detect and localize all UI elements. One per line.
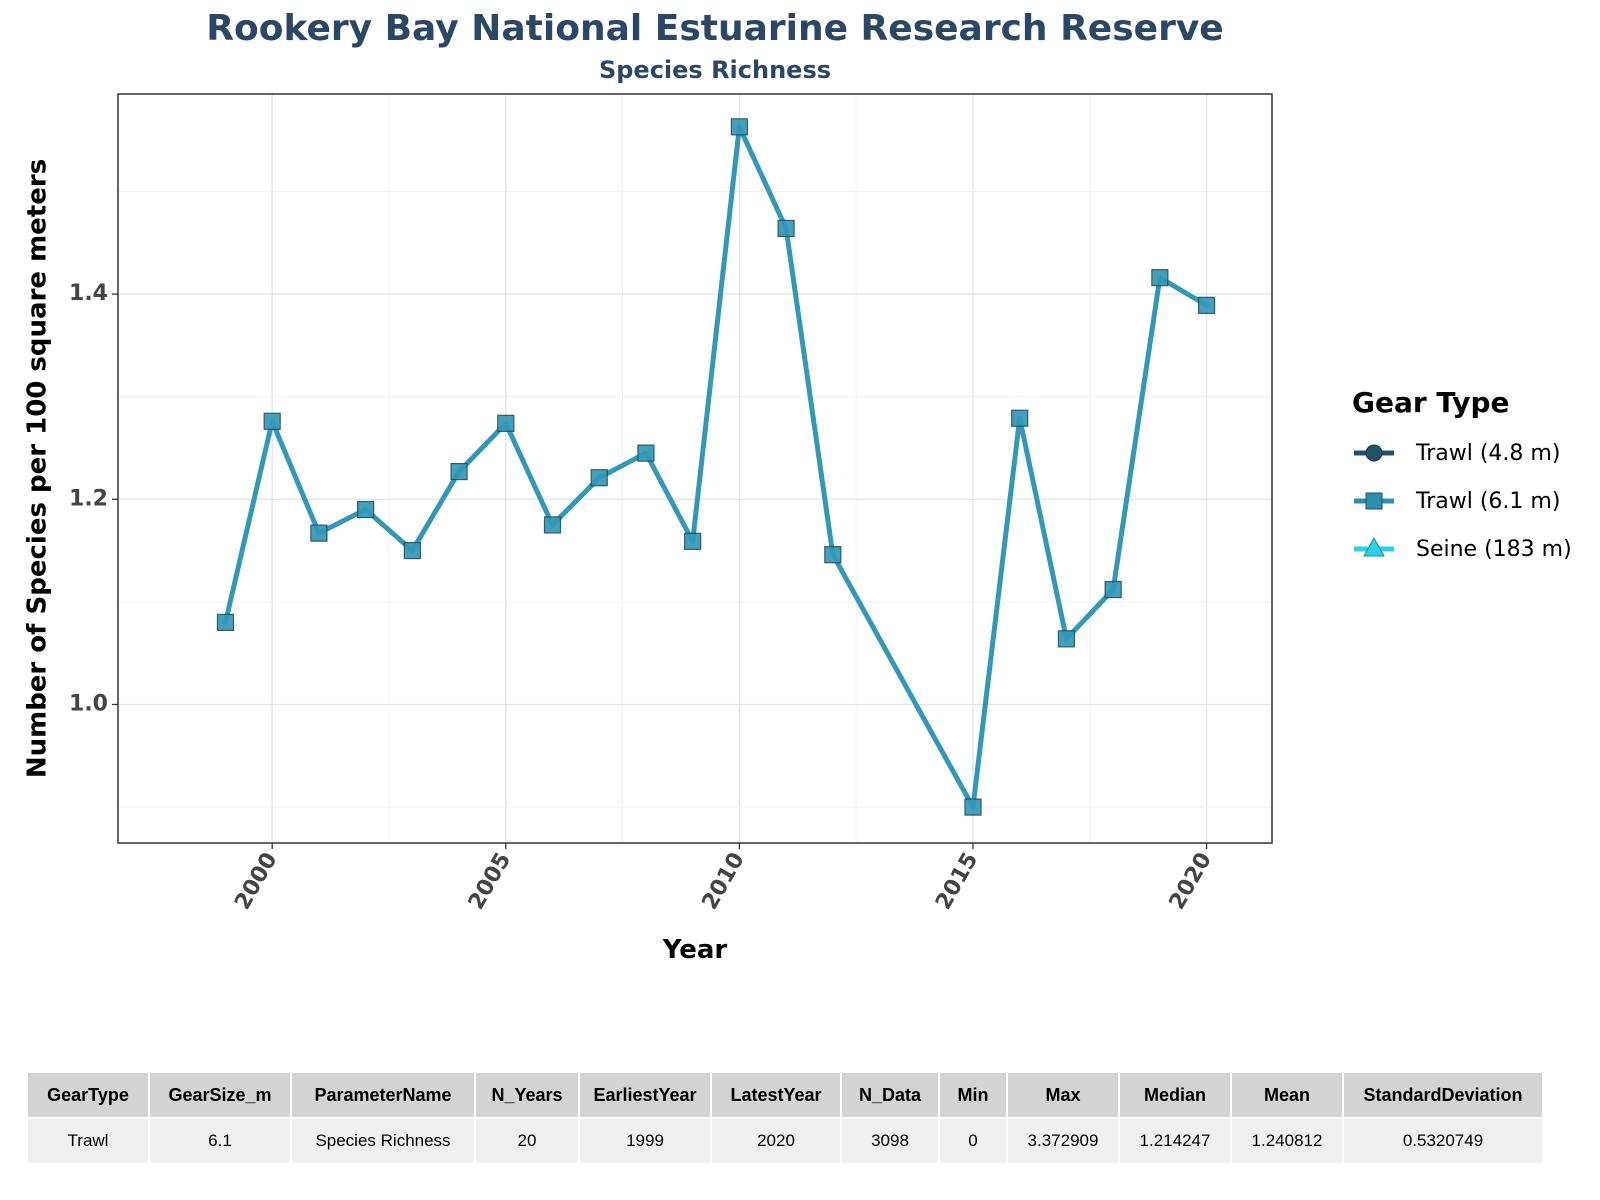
table-cell: 1.214247 bbox=[1119, 1117, 1232, 1163]
x-tick-label: 2015 bbox=[931, 848, 983, 914]
data-point bbox=[964, 798, 982, 816]
data-point bbox=[403, 541, 421, 560]
plot-area: 2000 2005 2010 2015 2020 1.0 1.2 1.4 Year Numbe… bbox=[23, 93, 1273, 965]
table-cell: 1999 bbox=[579, 1117, 712, 1163]
table-header-cell: N_Years bbox=[475, 1073, 580, 1118]
chart-subtitle: Species Richness bbox=[598, 56, 832, 84]
x-axis-label: Year bbox=[662, 935, 728, 965]
table-cell: 3.372909 bbox=[1007, 1117, 1120, 1163]
legend-item-seine-183: Seine (183 m) bbox=[1352, 525, 1572, 573]
data-point bbox=[310, 524, 328, 542]
table-header-cell: N_Data bbox=[841, 1073, 940, 1118]
table-cell: 2020 bbox=[711, 1117, 842, 1163]
table-header-cell: Median bbox=[1119, 1073, 1232, 1118]
data-point bbox=[637, 444, 655, 462]
data-point bbox=[777, 219, 795, 238]
y-tick-label: 1.0 bbox=[69, 691, 108, 716]
table-header-cell: ParameterName bbox=[291, 1073, 476, 1118]
data-point bbox=[1151, 269, 1169, 287]
x-tick-label: 2000 bbox=[230, 849, 282, 915]
data-point bbox=[1104, 580, 1122, 599]
table-cell: 20 bbox=[475, 1117, 580, 1163]
data-point bbox=[263, 412, 281, 430]
data-point bbox=[357, 500, 375, 519]
data-point bbox=[450, 462, 468, 481]
table-header-cell: Max bbox=[1007, 1073, 1120, 1118]
table-header-cell: Mean bbox=[1231, 1073, 1344, 1118]
data-point bbox=[1057, 630, 1076, 648]
y-tick-label: 1.4 bbox=[69, 281, 108, 306]
x-tick-label: 2010 bbox=[698, 849, 750, 915]
data-point bbox=[497, 414, 515, 432]
legend-item-trawl-6-1: Trawl (6.1 m) bbox=[1352, 477, 1572, 525]
circle-marker-icon bbox=[1354, 444, 1394, 462]
table-header-row: GearType GearSize_m ParameterName N_Years Ea… bbox=[28, 1073, 1544, 1118]
x-tick-label: 2020 bbox=[1165, 849, 1217, 915]
table-cell: 3098 bbox=[841, 1117, 940, 1163]
table-header-cell: GearSize_m bbox=[149, 1073, 292, 1118]
table-cell: 6.1 bbox=[149, 1117, 292, 1163]
table-cell: Trawl bbox=[28, 1117, 150, 1163]
legend: Gear Type Trawl (4.8 m) Trawl (6.1 m) Se… bbox=[1352, 386, 1572, 573]
data-point bbox=[590, 469, 608, 487]
y-tick-label: 1.2 bbox=[69, 486, 108, 511]
legend-title: Gear Type bbox=[1352, 386, 1510, 419]
table-header-cell: Min bbox=[939, 1073, 1008, 1118]
x-tick-label: 2005 bbox=[464, 849, 516, 915]
table-row: Trawl 6.1 Species Richness 20 1999 2020 3098 0 3… bbox=[28, 1117, 1544, 1163]
chart-title: Rookery Bay National Estuarine Research … bbox=[206, 8, 1224, 49]
table-header-cell: GearType bbox=[28, 1073, 150, 1118]
square-marker-icon bbox=[1354, 492, 1394, 510]
table-cell: 0.5320749 bbox=[1343, 1117, 1544, 1163]
data-point bbox=[824, 546, 842, 564]
legend-label: Trawl (6.1 m) bbox=[1416, 488, 1561, 514]
table-header-cell: EarliestYear bbox=[579, 1073, 712, 1118]
table-cell: 1.240812 bbox=[1231, 1117, 1344, 1163]
table-cell: 0 bbox=[939, 1117, 1008, 1163]
table-cell: Species Richness bbox=[291, 1117, 476, 1163]
plot-frame bbox=[117, 93, 1273, 844]
summary-stats-table: GearType GearSize_m ParameterName N_Years Ea… bbox=[28, 1073, 1544, 1163]
data-point bbox=[216, 613, 235, 632]
legend-item-trawl-4-8: Trawl (4.8 m) bbox=[1352, 429, 1572, 477]
data-point bbox=[1011, 409, 1029, 427]
triangle-marker-icon bbox=[1354, 536, 1394, 557]
data-point bbox=[1197, 296, 1216, 314]
y-axis-label: Number of Species per 100 square meters bbox=[23, 159, 53, 778]
data-point bbox=[730, 118, 748, 136]
data-point bbox=[543, 516, 562, 534]
legend-label: Seine (183 m) bbox=[1416, 536, 1572, 562]
data-point bbox=[684, 532, 702, 550]
table-header-cell: LatestYear bbox=[711, 1073, 842, 1118]
table-header-cell: StandardDeviation bbox=[1343, 1073, 1544, 1118]
legend-label: Trawl (4.8 m) bbox=[1416, 440, 1561, 466]
